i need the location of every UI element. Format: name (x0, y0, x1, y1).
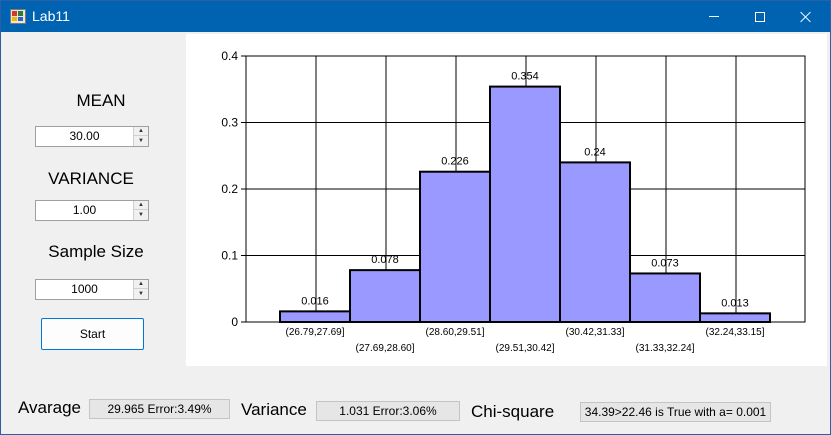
variance-spinner[interactable]: ▲ ▼ (133, 201, 148, 220)
histogram-bar (489, 85, 561, 324)
average-label: Avarage (18, 398, 82, 417)
variance-result-label: Variance (241, 400, 307, 419)
histogram-bar (279, 310, 351, 323)
x-tick-label: (28.60,29.51] (426, 327, 485, 338)
minimize-icon (709, 16, 719, 17)
y-tick-label: 0.4 (221, 49, 238, 63)
y-tick-label: 0 (231, 315, 238, 329)
bar-value-label: 0.24 (584, 146, 605, 158)
maximize-icon (755, 11, 765, 22)
window-title: Lab11 (32, 8, 70, 24)
mean-spinner[interactable]: ▲ ▼ (133, 127, 148, 146)
spin-up-icon[interactable]: ▲ (134, 280, 148, 289)
mean-value: 30.00 (69, 129, 100, 143)
mean-label: MEAN (76, 91, 126, 110)
x-tick-label: (29.51,30.42] (496, 343, 555, 354)
sample-size-label: Sample Size (48, 242, 144, 261)
variance-value-box: 1.031 Error:3.06% (316, 401, 460, 421)
maximize-button[interactable] (737, 1, 783, 32)
x-tick-label: (26.79,27.69] (286, 327, 345, 338)
histogram-bar (629, 272, 701, 323)
chi-square-value-box: 34.39>22.46 is True with a= 0.001 (580, 402, 771, 422)
spin-down-icon[interactable]: ▼ (138, 211, 144, 218)
histogram-bar (699, 312, 771, 324)
histogram-bar (419, 170, 491, 323)
spin-down-icon[interactable]: ▼ (138, 290, 144, 297)
histogram-chart: 0 0.1 0.2 0.3 0.4 0.016 (26.79,27.69] 0.078 (27.… (186, 34, 827, 366)
spin-up-icon[interactable]: ▲ (134, 127, 148, 136)
bar-value-label: 0.073 (651, 257, 679, 269)
average-value-box: 29.965 Error:3.49% (89, 399, 230, 419)
x-tick-label: (32.24,33.15] (706, 327, 765, 338)
bar-value-label: 0.013 (721, 297, 749, 309)
x-tick-label: (27.69,28.60] (356, 343, 415, 354)
variance-input[interactable]: 1.00 ▲ ▼ (35, 200, 149, 221)
sample-size-spinner[interactable]: ▲ ▼ (133, 280, 148, 299)
title-bar[interactable]: Lab11 (1, 1, 830, 32)
variance-label: VARIANCE (48, 169, 134, 188)
y-tick-label: 0.1 (221, 249, 238, 263)
chi-square-label: Chi-square (471, 402, 555, 421)
bar-value-label: 0.354 (511, 71, 539, 83)
close-button[interactable] (783, 1, 829, 32)
start-button[interactable]: Start (41, 318, 144, 350)
sample-size-input[interactable]: 1000 ▲ ▼ (35, 279, 149, 300)
variance-value: 1.00 (72, 203, 97, 217)
bar-value-label: 0.226 (441, 156, 469, 168)
minimize-button[interactable] (691, 1, 737, 32)
histogram-bar (559, 161, 631, 323)
x-tick-label: (31.33,32.24] (636, 343, 695, 354)
spin-down-icon[interactable]: ▼ (138, 137, 144, 144)
x-tick-label: (30.42,31.33] (566, 327, 625, 338)
y-tick-label: 0.3 (221, 116, 238, 130)
spin-up-icon[interactable]: ▲ (134, 201, 148, 210)
bar-value-label: 0.078 (371, 254, 399, 266)
histogram-bar (349, 269, 421, 324)
histogram-svg: 0 0.1 0.2 0.3 0.4 0.016 (26.79,27.69] 0.078 (27.… (221, 49, 806, 354)
app-icon (10, 9, 26, 24)
y-tick-label: 0.2 (221, 182, 238, 196)
mean-input[interactable]: 30.00 ▲ ▼ (35, 126, 149, 147)
sample-size-value: 1000 (71, 282, 98, 296)
bar-value-label: 0.016 (301, 295, 329, 307)
close-icon (800, 11, 812, 23)
